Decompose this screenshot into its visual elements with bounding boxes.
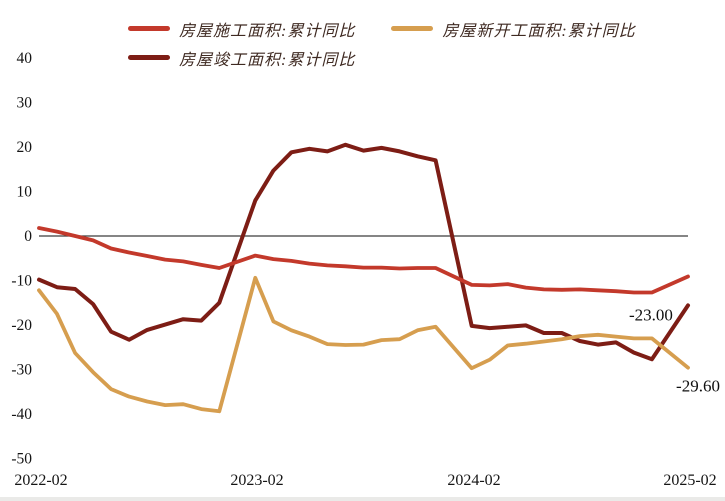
legend-label-completions: 房屋竣工面积:累计同比 [179,51,356,69]
y-tick-label: -10 [11,273,32,290]
series-line-new-starts [37,275,690,414]
legend-label-construction: 房屋施工面积:累计同比 [179,22,356,40]
data-label-2025-02: -29.60 [676,377,720,396]
legend-label-new-starts: 房屋新开工面积:累计同比 [442,22,636,40]
x-tick-label: 2022-02 [14,472,67,489]
y-tick-label: 10 [17,184,33,201]
bottom-border [0,497,725,501]
y-tick-label: -30 [11,362,32,379]
y-tick-label: 30 [17,95,33,112]
x-tick-label: 2023-02 [230,472,283,489]
legend-swatch-new-starts-icon [391,26,434,31]
y-tick-label: 20 [17,139,33,156]
data-label-2024-12: -23.00 [629,305,673,324]
legend-item-completions: 房屋竣工面积:累计同比 [128,46,355,70]
y-tick-label: -20 [11,317,32,334]
legend-row-1: 房屋施工面积:累计同比 房屋新开工面积:累计同比 [128,14,672,43]
x-tick-label: 2024-02 [447,472,500,489]
legend-item-new-starts: 房屋新开工面积:累计同比 [391,17,635,41]
y-tick-label: 0 [24,228,32,245]
legend-swatch-completions-icon [128,55,170,60]
legend-item-construction: 房屋施工面积:累计同比 [128,17,355,41]
y-tick-label: -50 [11,451,32,468]
legend-row-2: 房屋竣工面积:累计同比 [128,43,672,72]
series-line-construction [37,226,690,295]
y-tick-label: 40 [17,50,33,67]
x-tick-label: 2025-02 [663,472,716,489]
legend-swatch-construction-icon [128,26,170,31]
chart-legend: 房屋施工面积:累计同比 房屋新开工面积:累计同比 房屋竣工面积:累计同比 [128,14,672,72]
y-tick-label: -40 [11,406,32,423]
